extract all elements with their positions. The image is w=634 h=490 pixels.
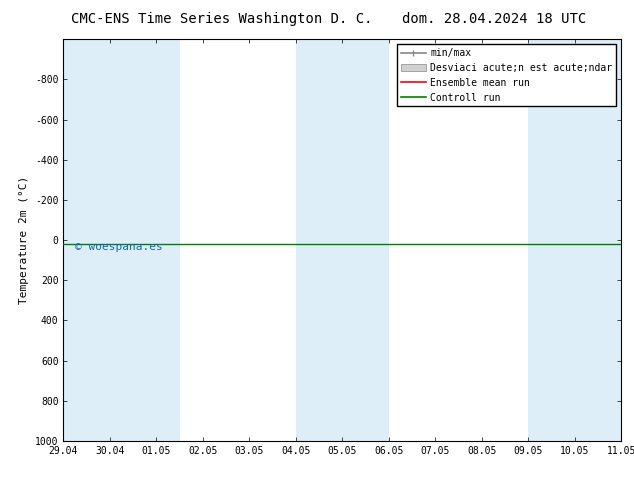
Text: CMC-ENS Time Series Washington D. C.: CMC-ENS Time Series Washington D. C. [71, 12, 373, 26]
Text: dom. 28.04.2024 18 UTC: dom. 28.04.2024 18 UTC [403, 12, 586, 26]
Bar [528, 39, 621, 441]
Text: © woespana.es: © woespana.es [75, 242, 162, 252]
Bar [63, 39, 179, 441]
Bar [296, 39, 389, 441]
Y-axis label: Temperature 2m (°C): Temperature 2m (°C) [20, 176, 30, 304]
Legend: min/max, Desviaci acute;n est acute;ndar, Ensemble mean run, Controll run: min/max, Desviaci acute;n est acute;ndar… [398, 44, 616, 106]
